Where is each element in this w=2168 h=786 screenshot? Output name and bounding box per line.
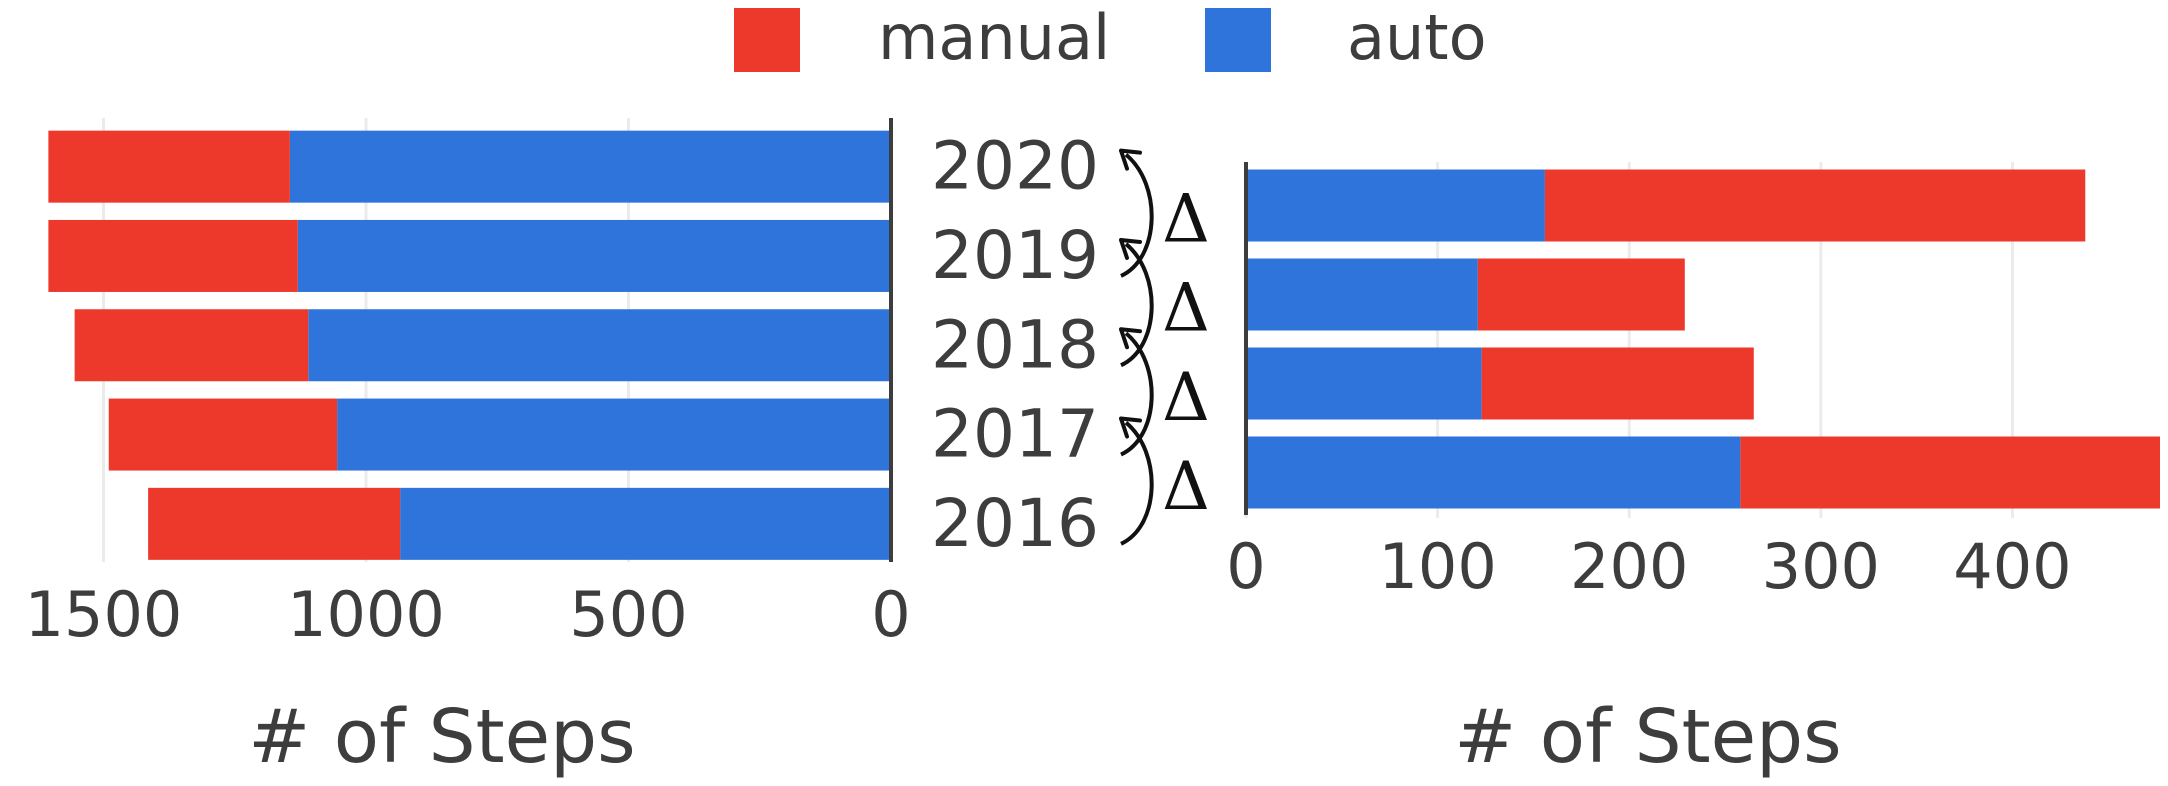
right-bar-manual-2016-2017: [1740, 436, 2160, 509]
right-chart: 0 100 200 300 400 # of Steps: [1226, 162, 2160, 780]
delta-arrow: [1120, 242, 1154, 368]
legend-swatch-auto: [1205, 8, 1271, 72]
delta-symbol: Δ: [1162, 180, 1210, 257]
delta-arrow-head: [1119, 416, 1142, 439]
year-label-2016: 2016: [931, 485, 1099, 562]
delta-arrow-head: [1119, 327, 1142, 350]
right-x-tick-label: 0: [1226, 530, 1265, 603]
right-x-tick-label: 400: [1953, 530, 2071, 603]
delta-arrow: [1120, 331, 1154, 457]
left-bar-auto-2018: [308, 309, 891, 382]
delta-arrow-head: [1119, 148, 1142, 171]
right-bar-auto-2016-2017: [1246, 436, 1741, 509]
left-bar-auto-2017: [337, 398, 891, 471]
legend: manual auto: [734, 1, 1487, 74]
legend-swatch-manual: [734, 8, 800, 72]
right-x-axis-label: # of Steps: [1454, 694, 1841, 780]
left-x-tick-label: 0: [871, 578, 910, 651]
year-labels: 2016 2017 2018 2019 2020: [931, 128, 1099, 562]
left-bar-auto-2019: [297, 219, 891, 292]
left-bar-manual-2019: [48, 219, 298, 292]
right-bar-manual-2019-2020: [1544, 169, 2086, 242]
left-x-tick-label: 500: [569, 578, 687, 651]
year-label-2020: 2020: [931, 128, 1099, 205]
left-x-axis-label: # of Steps: [248, 694, 635, 780]
left-chart: 1500 1000 500 0 # of Steps: [25, 118, 911, 780]
year-label-2017: 2017: [931, 396, 1099, 473]
right-bar-manual-2018-2019: [1477, 258, 1685, 331]
delta-symbol: Δ: [1162, 270, 1210, 347]
left-bar-auto-2016: [400, 487, 891, 560]
left-x-tick-label: 1500: [25, 578, 183, 651]
legend-label-manual: manual: [878, 1, 1110, 74]
delta-arrow: [1120, 153, 1154, 278]
left-bar-auto-2020: [289, 130, 891, 203]
delta-symbol: Δ: [1162, 448, 1210, 525]
right-bar-auto-2017-2018: [1246, 347, 1482, 420]
legend-label-auto: auto: [1347, 1, 1487, 74]
right-bar-manual-2017-2018: [1481, 347, 1754, 420]
right-bar-auto-2019-2020: [1246, 169, 1545, 242]
year-label-2018: 2018: [931, 306, 1099, 383]
year-label-2019: 2019: [931, 217, 1099, 294]
left-bar-manual-2017: [108, 398, 338, 471]
delta-symbol: Δ: [1162, 359, 1210, 436]
delta-arrow: [1120, 421, 1154, 546]
right-bar-auto-2018-2019: [1246, 258, 1478, 331]
right-x-tick-label: 100: [1378, 530, 1496, 603]
right-x-tick-label: 300: [1762, 530, 1880, 603]
left-x-tick-label: 1000: [287, 578, 445, 651]
left-bar-manual-2020: [48, 130, 290, 203]
right-x-tick-label: 200: [1570, 530, 1688, 603]
left-bar-manual-2016: [148, 487, 401, 560]
delta-arrow-head: [1119, 237, 1142, 260]
left-bar-manual-2018: [74, 309, 309, 382]
